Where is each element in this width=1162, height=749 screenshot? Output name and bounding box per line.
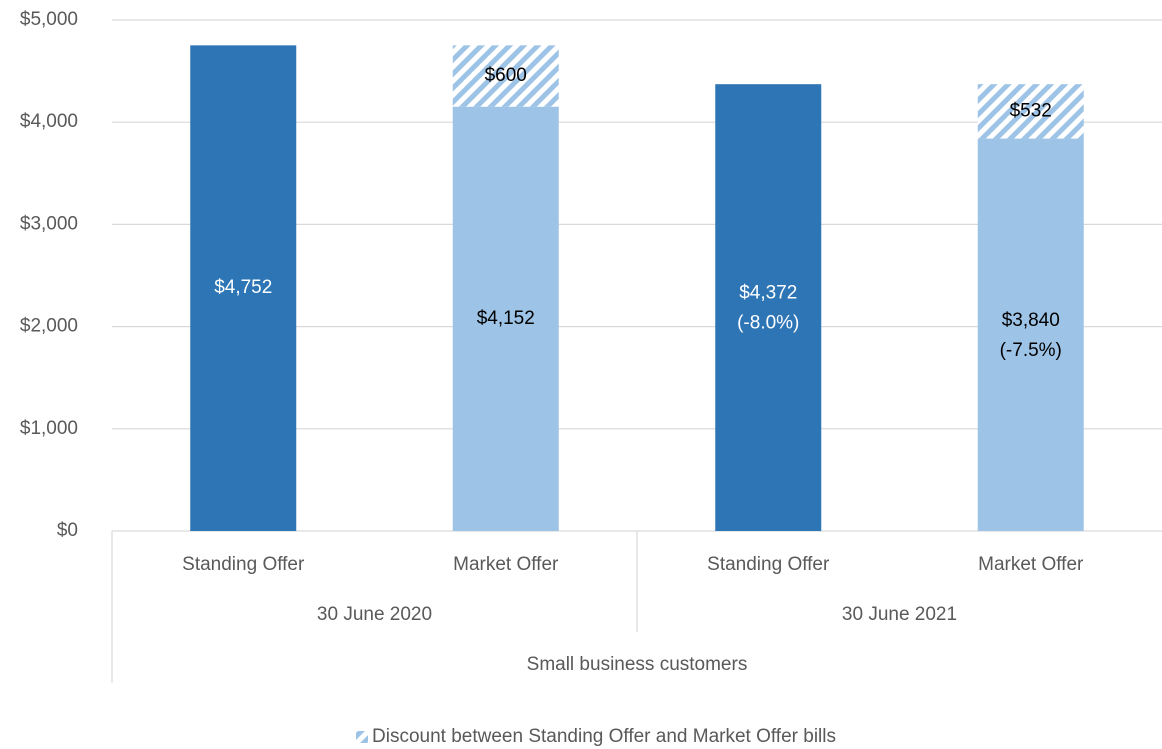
change-label: (-7.5%) xyxy=(1000,340,1062,361)
x-tick-label: Market Offer xyxy=(453,554,559,575)
bar xyxy=(977,138,1084,531)
bar xyxy=(715,84,822,531)
x-tick-label: Market Offer xyxy=(978,554,1084,575)
group-label: 30 June 2021 xyxy=(842,604,957,625)
group-label: 30 June 2020 xyxy=(317,604,432,625)
data-label: $532 xyxy=(1010,100,1052,121)
bar xyxy=(977,84,1084,139)
bar xyxy=(452,45,559,107)
data-label: $4,372 xyxy=(739,283,797,304)
legend-swatch xyxy=(356,731,368,743)
y-tick-label: $3,000 xyxy=(20,213,78,234)
y-tick-label: $1,000 xyxy=(20,418,78,439)
bar xyxy=(452,106,559,532)
y-tick-label: $5,000 xyxy=(20,9,78,30)
legend-label: Discount between Standing Offer and Mark… xyxy=(372,726,836,747)
data-label: $3,840 xyxy=(1002,310,1060,331)
data-label: $4,152 xyxy=(477,308,535,329)
y-tick-label: $4,000 xyxy=(20,111,78,132)
y-tick-label: $2,000 xyxy=(20,316,78,337)
change-label: (-8.0%) xyxy=(737,313,799,334)
bar xyxy=(190,45,297,531)
x-tick-label: Standing Offer xyxy=(182,554,305,575)
data-label: $600 xyxy=(485,65,527,86)
y-tick-label: $0 xyxy=(57,520,78,541)
supergroup-label: Small business customers xyxy=(527,654,748,675)
x-tick-label: Standing Offer xyxy=(707,554,830,575)
data-label: $4,752 xyxy=(214,277,272,298)
